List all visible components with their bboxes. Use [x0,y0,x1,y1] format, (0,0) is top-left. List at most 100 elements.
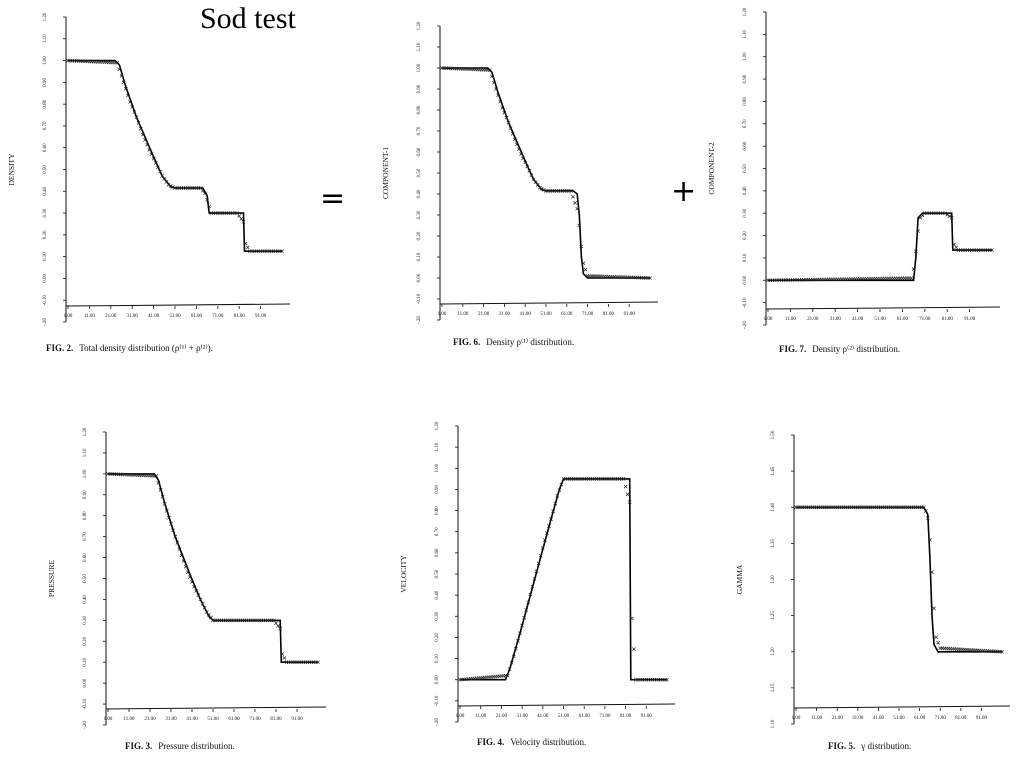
x-tick-label: 51.00 [893,716,905,721]
data-point-marker [204,610,209,614]
y-tick-label: 0.70 [417,126,422,135]
caption-text: Total density distribution (ρ⁽¹⁾ + ρ⁽²⁾)… [79,343,213,353]
x-tick-label: 11.00 [785,317,797,322]
data-point-marker [549,517,553,521]
x-tick-label: 81.00 [942,317,954,322]
data-point-marker [569,189,573,193]
caption-fig-number: FIG. 7. [779,344,807,354]
y-tick-label: 0.50 [435,569,440,578]
data-point-marker [134,115,139,120]
data-point-marker [192,585,196,589]
y-tick-label: 1.20 [743,7,748,16]
data-point-marker [559,482,564,487]
y-tick-label: 0.10 [435,654,440,663]
data-point-marker [911,267,916,271]
y-axis-label: PRESSURE [47,560,56,598]
x-tick-label: 71.00 [935,716,947,721]
series-line [108,473,318,664]
data-point-marker [571,194,575,199]
caption-text: Density ρ⁽¹⁾ distribution. [486,337,575,347]
data-point-marker [583,267,588,272]
data-point-marker [519,152,523,156]
data-point-marker [237,214,242,218]
data-point-marker [913,249,918,254]
x-axis-line [439,301,659,305]
y-tick-label: 0.30 [417,210,422,219]
data-point-marker [162,177,167,181]
data-point-marker [500,106,505,110]
series-line [460,478,667,681]
x-tick-label: 91.00 [964,317,976,322]
y-tick-label: 0.80 [743,97,748,106]
x-tick-label: 71.00 [599,714,611,719]
data-point-marker [625,492,630,497]
x-tick-label: 81.00 [603,312,615,317]
data-point-marker [952,242,956,247]
page-title: Sod test [200,2,296,35]
y-tick-label: 1.20 [83,427,88,436]
y-tick-label: 0.30 [743,208,748,217]
data-point-marker [173,534,178,539]
data-point-marker [936,640,940,645]
x-tick-label: 41.00 [537,714,549,719]
y-tick-label: 1.20 [771,647,776,656]
data-point-marker [200,601,205,606]
data-point-marker [123,87,128,91]
y-tick-label: 0.20 [43,230,48,239]
y-tick-label: 1.25 [771,611,776,620]
x-tick-label: 11.00 [811,716,823,721]
y-tick-label: 0.20 [417,231,422,240]
y-tick-label: 0.80 [435,506,440,515]
data-point-marker [557,488,562,492]
y-tick-label: 0.90 [435,485,440,494]
x-tick-label: 21.00 [105,314,117,319]
data-point-marker [200,188,205,193]
data-point-marker [511,654,516,659]
data-point-marker [535,183,540,187]
x-tick-label: 41.00 [148,314,160,319]
data-point-marker [507,667,512,671]
y-tick-label: 0.40 [43,186,48,195]
data-point-marker [160,174,165,178]
x-tick-label: 11.00 [457,312,469,317]
x-axis-line [105,706,327,710]
data-point-marker [128,100,132,104]
y-axis-label: DENSITY [7,153,16,186]
data-point-marker [245,245,250,250]
x-tick-label: 1.00 [104,717,113,722]
data-point-marker [533,180,538,184]
x-tick-label: 81.00 [955,716,967,721]
x-tick-label: 81.00 [620,714,632,719]
x-tick-label: 21.00 [144,717,156,722]
data-point-marker [523,160,528,165]
caption-fig5: FIG. 5. γ distribution. [828,741,911,751]
series-markers [794,505,1004,654]
y-tick-label: 1.20 [435,421,440,430]
y-tick-label: 1.00 [435,463,440,472]
data-point-marker [518,631,522,636]
y-tick-label: -0.10 [43,295,48,306]
y-tick-label: 0.60 [83,553,88,562]
plus-sign: + [671,174,697,209]
data-point-marker [505,673,510,678]
data-point-marker [316,660,320,665]
series-line [796,506,1002,653]
y-tick-label: -.20 [83,721,88,729]
x-tick-label: 91.00 [624,312,636,317]
data-point-marker [181,559,186,563]
y-tick-label: 0.70 [435,527,440,536]
data-point-marker [516,639,520,643]
data-point-marker [190,580,194,584]
y-tick-label: 1.10 [417,42,422,51]
x-tick-label: 61.00 [897,317,909,322]
data-point-marker [498,99,503,104]
y-tick-label: 1.00 [43,56,48,65]
x-tick-label: 21.00 [496,714,508,719]
data-point-marker [209,615,213,620]
x-tick-label: 51.00 [207,717,219,722]
caption-text: Velocity distribution. [510,737,587,747]
data-point-marker [536,561,541,566]
data-point-marker [168,183,173,188]
data-point-marker [932,606,936,611]
